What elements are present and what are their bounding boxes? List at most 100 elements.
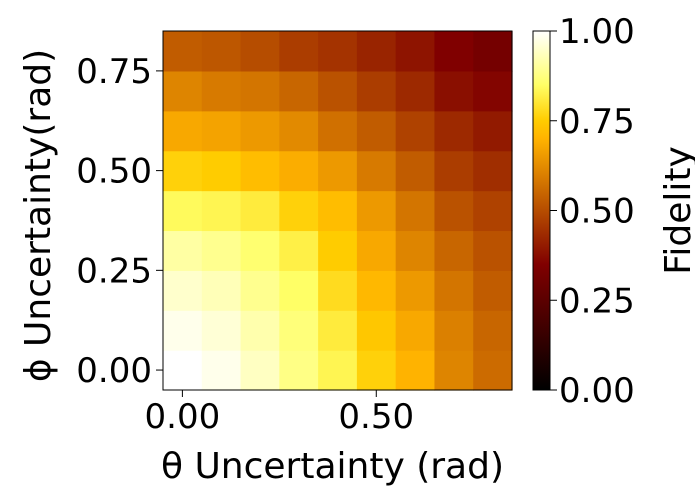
heatmap-cell <box>279 270 319 311</box>
y-tick-label: 0.00 <box>76 351 152 391</box>
heatmap-cell <box>240 70 280 112</box>
heatmap-cell <box>473 31 513 72</box>
heatmap-cell <box>318 310 358 351</box>
heatmap-cell <box>434 230 474 271</box>
heatmap-cell <box>201 350 242 391</box>
y-tick-label: 0.25 <box>76 251 152 291</box>
heatmap-cell <box>356 350 397 391</box>
heatmap-cell <box>240 150 280 192</box>
heatmap-cell <box>356 230 397 271</box>
heatmap-cell <box>240 230 280 271</box>
y-tick-label: 0.75 <box>76 52 152 92</box>
y-tick-label: 0.50 <box>76 152 152 192</box>
heatmap-cell <box>473 110 513 152</box>
heatmap-cell <box>356 270 397 311</box>
heatmap-cell <box>318 190 358 232</box>
colorbar-label: Fidelity <box>658 146 695 275</box>
heatmap-cell <box>279 350 319 391</box>
heatmap-cell <box>240 110 280 152</box>
colorbar-tick-label: 0.75 <box>559 102 635 142</box>
heatmap-cell <box>201 70 242 112</box>
heatmap-cell <box>434 150 474 192</box>
heatmap-cell <box>163 310 203 351</box>
colorbar-tick-label: 1.00 <box>559 12 635 52</box>
heatmap-cell <box>163 270 203 311</box>
heatmap-cell <box>434 31 474 72</box>
heatmap-cell <box>395 350 436 391</box>
heatmap-cell <box>163 190 203 232</box>
heatmap-cell <box>434 270 474 311</box>
heatmap-cell <box>473 70 513 112</box>
heatmap-cell <box>356 150 397 192</box>
heatmap-cell <box>240 270 280 311</box>
heatmap-cell <box>163 70 203 112</box>
heatmap-cell <box>434 310 474 351</box>
heatmap-cell <box>395 150 436 192</box>
heatmap-cell <box>395 230 436 271</box>
heatmap-cell <box>318 31 358 72</box>
heatmap-cell <box>356 110 397 152</box>
heatmap-cell <box>201 150 242 192</box>
heatmap-cell <box>163 110 203 152</box>
x-tick-label: 0.50 <box>338 397 414 437</box>
heatmap-cell <box>201 190 242 232</box>
heatmap-cell <box>395 310 436 351</box>
colorbar-tick-label: 0.50 <box>559 192 635 232</box>
x-axis-label: θ Uncertainty (rad) <box>161 446 504 487</box>
y-axis-ticks: 0.00 0.25 0.50 0.75 <box>76 52 163 391</box>
heatmap-cell <box>318 350 358 391</box>
heatmap-cell <box>163 150 203 192</box>
heatmap-cell <box>395 70 436 112</box>
heatmap-cell <box>279 150 319 192</box>
heatmap-cell <box>240 350 280 391</box>
heatmap-cell <box>395 31 436 72</box>
heatmap-cell <box>240 310 280 351</box>
heatmap-cell <box>318 270 358 311</box>
heatmap-cell <box>395 110 436 152</box>
heatmap-cell <box>395 190 436 232</box>
heatmap-cell <box>240 190 280 232</box>
heatmap-cell <box>318 230 358 271</box>
heatmap-cell <box>279 31 319 72</box>
heatmap-cell <box>395 270 436 311</box>
x-tick-label: 0.00 <box>145 397 221 437</box>
colorbar-tick-label: 0.00 <box>559 371 635 411</box>
heatmap-cell <box>318 150 358 192</box>
heatmap-cell <box>473 190 513 232</box>
heatmap-cell <box>473 150 513 192</box>
heatmap-cell <box>163 31 203 72</box>
heatmap-cell <box>201 270 242 311</box>
heatmap-cell <box>201 31 242 72</box>
x-axis-ticks: 0.00 0.50 <box>145 390 414 437</box>
colorbar-tick-label: 0.25 <box>559 281 635 321</box>
heatmap-cell <box>434 350 474 391</box>
heatmap-cell <box>201 110 242 152</box>
heatmap-cell <box>473 350 513 391</box>
heatmap-cell <box>356 310 397 351</box>
heatmap-cells <box>163 31 513 391</box>
heatmap-cell <box>201 230 242 271</box>
heatmap-cell <box>356 31 397 72</box>
y-axis-label: ϕ Uncertainty(rad) <box>18 49 59 382</box>
heatmap-cell <box>279 110 319 152</box>
heatmap-cell <box>279 190 319 232</box>
heatmap-cell <box>240 31 280 72</box>
heatmap-cell <box>279 310 319 351</box>
heatmap-cell <box>434 190 474 232</box>
heatmap-cell <box>201 310 242 351</box>
heatmap-cell <box>356 190 397 232</box>
colorbar <box>532 30 551 391</box>
heatmap-cell <box>473 270 513 311</box>
heatmap-cell <box>356 70 397 112</box>
heatmap-cell <box>279 230 319 271</box>
heatmap-cell <box>434 110 474 152</box>
heatmap-cell <box>163 230 203 271</box>
plot-frame <box>162 30 513 391</box>
heatmap-cell <box>473 310 513 351</box>
heatmap-cell <box>318 110 358 152</box>
heatmap-cell <box>434 70 474 112</box>
heatmap-cell <box>318 70 358 112</box>
heatmap-cell <box>473 230 513 271</box>
colorbar-ticks: 0.00 0.25 0.50 0.75 1.00 <box>550 12 635 411</box>
